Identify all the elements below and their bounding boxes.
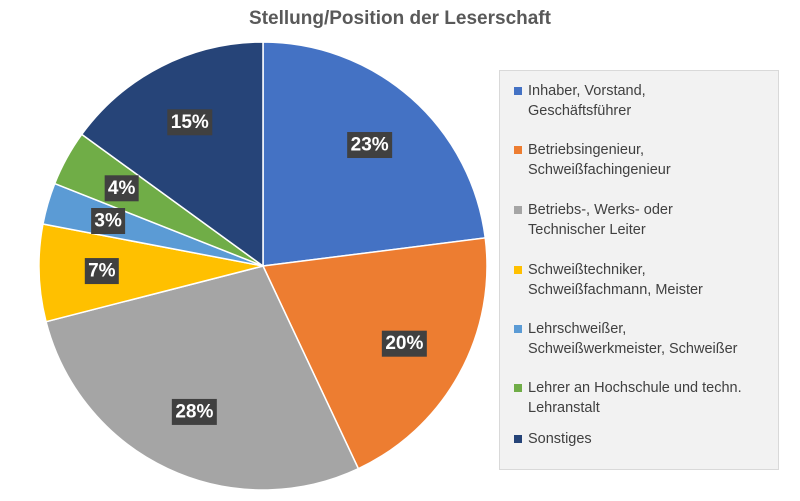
data-label-6: 15% bbox=[167, 109, 213, 136]
legend-label-5: Lehrer an Hochschule und techn. Lehranst… bbox=[528, 380, 742, 416]
data-label-box-6 bbox=[167, 109, 213, 136]
data-label-text-2: 28% bbox=[175, 401, 213, 422]
legend-item-3: Schweißtechniker, Schweißfachmann, Meist… bbox=[510, 261, 775, 300]
legend-item-5: Lehrer an Hochschule und techn. Lehranst… bbox=[510, 379, 775, 418]
data-label-3: 7% bbox=[84, 258, 119, 285]
legend-swatch-6 bbox=[514, 435, 522, 443]
pie-slice-2 bbox=[45, 265, 360, 491]
data-label-text-6: 15% bbox=[171, 112, 209, 133]
legend-swatch-1 bbox=[514, 146, 522, 154]
legend-swatch-4 bbox=[514, 325, 522, 333]
legend-item-0: Inhaber, Vorstand, Geschäftsführer bbox=[510, 82, 775, 121]
data-label-box-4 bbox=[91, 208, 126, 235]
legend-label-0: Inhaber, Vorstand, Geschäftsführer bbox=[528, 83, 646, 119]
data-label-box-3 bbox=[84, 258, 119, 285]
data-label-1: 20% bbox=[381, 330, 427, 357]
legend-swatch-3 bbox=[514, 266, 522, 274]
data-label-4: 3% bbox=[91, 208, 126, 235]
legend-label-4: Lehrschweißer, Schweißwerkmeister, Schwe… bbox=[528, 321, 738, 357]
pie-data-labels: 23% 20% 28% 7% 3% 4% 15% bbox=[84, 109, 427, 425]
legend-item-6: Sonstiges bbox=[510, 430, 775, 450]
legend-item-4: Lehrschweißer, Schweißwerkmeister, Schwe… bbox=[510, 320, 775, 359]
pie-slice-1 bbox=[261, 237, 488, 470]
data-label-5: 4% bbox=[104, 175, 139, 202]
legend-swatch-2 bbox=[514, 206, 522, 214]
legend-label-3: Schweißtechniker, Schweißfachmann, Meist… bbox=[528, 262, 703, 298]
legend-swatch-0 bbox=[514, 87, 522, 95]
data-label-text-1: 20% bbox=[385, 333, 423, 354]
data-label-2: 28% bbox=[171, 398, 217, 425]
data-label-0: 23% bbox=[347, 132, 393, 159]
chart-title: Stellung/Position der Leserschaft bbox=[249, 8, 551, 29]
legend-label-6: Sonstiges bbox=[528, 431, 592, 447]
legend-swatch-5 bbox=[514, 384, 522, 392]
data-label-text-3: 7% bbox=[88, 261, 116, 282]
data-label-box-0 bbox=[347, 132, 393, 159]
legend-label-2: Betriebs-, Werks- oder Technischer Leite… bbox=[528, 202, 673, 238]
legend-item-2: Betriebs-, Werks- oder Technischer Leite… bbox=[510, 201, 775, 240]
data-label-text-0: 23% bbox=[351, 135, 389, 156]
data-label-text-4: 3% bbox=[94, 211, 122, 232]
data-label-box-2 bbox=[171, 398, 217, 425]
legend-item-1: Betriebsingenieur, Schweißfachingenieur bbox=[510, 141, 775, 180]
legend-label-1: Betriebsingenieur, Schweißfachingenieur bbox=[528, 142, 671, 178]
data-label-text-5: 4% bbox=[108, 178, 136, 199]
pie-slice-6 bbox=[80, 41, 264, 268]
legend: Inhaber, Vorstand, Geschäftsführer Betrie… bbox=[499, 70, 779, 470]
data-label-box-1 bbox=[381, 330, 427, 357]
pie-slices bbox=[38, 41, 488, 491]
data-label-box-5 bbox=[104, 175, 139, 202]
